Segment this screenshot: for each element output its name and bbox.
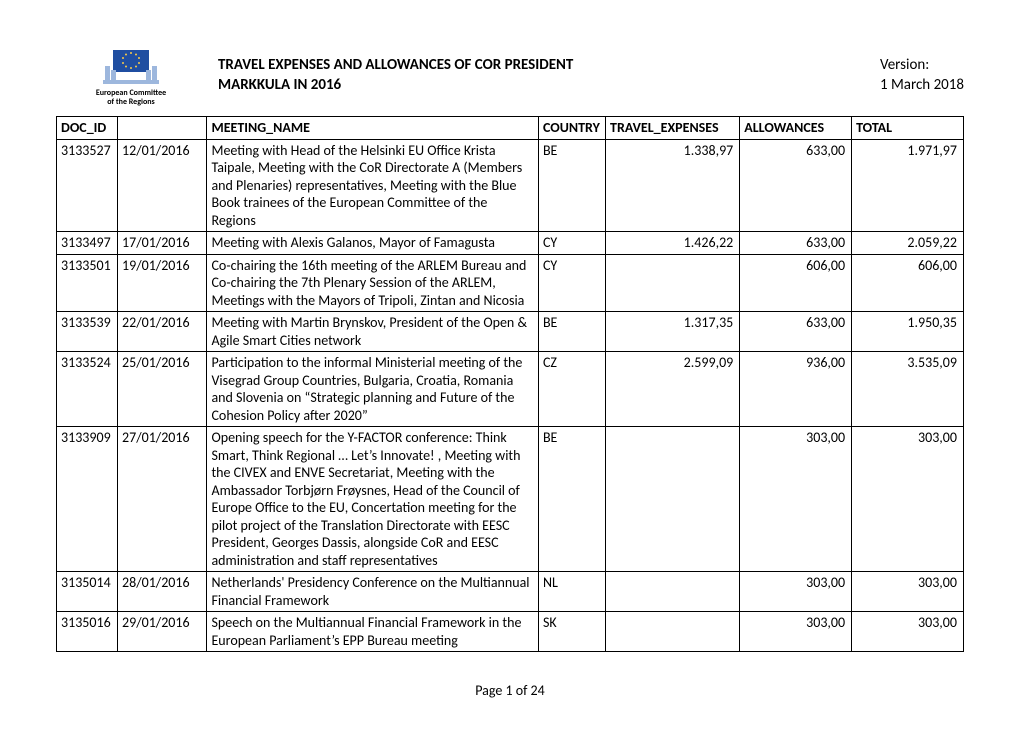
- cell-docid: 3133524: [57, 352, 118, 427]
- cell-date: 12/01/2016: [118, 139, 207, 232]
- cell-travel: [606, 427, 740, 572]
- cell-total: 3.535,09: [852, 352, 964, 427]
- cell-travel: 1.338,97: [606, 139, 740, 232]
- version-date: 1 March 2018: [880, 76, 964, 96]
- table-row: 3133497 17/01/2016 Meeting with Alexis G…: [57, 232, 964, 255]
- table-row: 3133501 19/01/2016 Co-chairing the 16th …: [57, 254, 964, 312]
- cell-country: SK: [538, 612, 605, 652]
- cell-allow: 936,00: [740, 352, 852, 427]
- cell-meeting: Co-chairing the 16th meeting of the ARLE…: [207, 254, 538, 312]
- table-row: 3135014 28/01/2016 Netherlands' Presiden…: [57, 572, 964, 612]
- cell-date: 29/01/2016: [118, 612, 207, 652]
- cell-country: CY: [538, 254, 605, 312]
- cell-travel: 1.426,22: [606, 232, 740, 255]
- table-row: 3133527 12/01/2016 Meeting with Head of …: [57, 139, 964, 232]
- cell-country: NL: [538, 572, 605, 612]
- cell-country: BE: [538, 312, 605, 352]
- doc-title-line1: TRAVEL EXPENSES AND ALLOWANCES OF COR PR…: [218, 56, 573, 76]
- table-row: 3135016 29/01/2016 Speech on the Multian…: [57, 612, 964, 652]
- table-row: 3133524 25/01/2016 Participation to the …: [57, 352, 964, 427]
- cell-meeting: Opening speech for the Y-FACTOR conferen…: [207, 427, 538, 572]
- cell-allow: 633,00: [740, 312, 852, 352]
- cell-meeting: Meeting with Martin Brynskov, President …: [207, 312, 538, 352]
- cell-allow: 303,00: [740, 572, 852, 612]
- cell-docid: 3133909: [57, 427, 118, 572]
- cor-logo-icon: [103, 50, 159, 84]
- cell-country: CZ: [538, 352, 605, 427]
- cell-travel: [606, 612, 740, 652]
- cell-date: 25/01/2016: [118, 352, 207, 427]
- cell-travel: [606, 254, 740, 312]
- cell-docid: 3133527: [57, 139, 118, 232]
- cell-meeting: Meeting with Alexis Galanos, Mayor of Fa…: [207, 232, 538, 255]
- cell-docid: 3133497: [57, 232, 118, 255]
- table-row: 3133539 22/01/2016 Meeting with Martin B…: [57, 312, 964, 352]
- cell-allow: 606,00: [740, 254, 852, 312]
- col-header-docid: DOC_ID: [57, 117, 118, 140]
- page-footer: Page 1 of 24: [56, 652, 964, 699]
- cell-total: 303,00: [852, 612, 964, 652]
- logo-text-line2: of the Regions: [56, 98, 206, 107]
- cell-total: 2.059,22: [852, 232, 964, 255]
- cell-total: 303,00: [852, 572, 964, 612]
- cell-docid: 3133501: [57, 254, 118, 312]
- cell-country: BE: [538, 427, 605, 572]
- doc-title-line2: MARKKULA IN 2016: [218, 76, 573, 96]
- cell-travel: 2.599,09: [606, 352, 740, 427]
- expenses-table: DOC_ID MEETING_NAME COUNTRY TRAVEL_EXPEN…: [56, 116, 964, 652]
- table-row: 3133909 27/01/2016 Opening speech for th…: [57, 427, 964, 572]
- cell-docid: 3135016: [57, 612, 118, 652]
- document-header: European Committee of the Regions TRAVEL…: [56, 50, 964, 106]
- cell-allow: 633,00: [740, 139, 852, 232]
- col-header-date: [118, 117, 207, 140]
- cell-travel: 1.317,35: [606, 312, 740, 352]
- cell-total: 1.950,35: [852, 312, 964, 352]
- col-header-total: TOTAL: [852, 117, 964, 140]
- cell-total: 1.971,97: [852, 139, 964, 232]
- logo-block: European Committee of the Regions: [56, 50, 206, 106]
- cell-country: BE: [538, 139, 605, 232]
- col-header-travel: TRAVEL_EXPENSES: [606, 117, 740, 140]
- cell-date: 27/01/2016: [118, 427, 207, 572]
- cell-allow: 633,00: [740, 232, 852, 255]
- cell-date: 19/01/2016: [118, 254, 207, 312]
- cell-country: CY: [538, 232, 605, 255]
- cell-meeting: Speech on the Multiannual Financial Fram…: [207, 612, 538, 652]
- cell-meeting: Meeting with Head of the Helsinki EU Off…: [207, 139, 538, 232]
- cell-date: 17/01/2016: [118, 232, 207, 255]
- cell-meeting: Netherlands' Presidency Conference on th…: [207, 572, 538, 612]
- cell-total: 303,00: [852, 427, 964, 572]
- page-number: Page 1 of 24: [475, 682, 545, 699]
- table-header-row: DOC_ID MEETING_NAME COUNTRY TRAVEL_EXPEN…: [57, 117, 964, 140]
- cell-allow: 303,00: [740, 427, 852, 572]
- col-header-allow: ALLOWANCES: [740, 117, 852, 140]
- col-header-meeting: MEETING_NAME: [207, 117, 538, 140]
- cell-travel: [606, 572, 740, 612]
- cell-docid: 3133539: [57, 312, 118, 352]
- col-header-country: COUNTRY: [538, 117, 605, 140]
- cell-total: 606,00: [852, 254, 964, 312]
- cell-meeting: Participation to the informal Ministeria…: [207, 352, 538, 427]
- cell-allow: 303,00: [740, 612, 852, 652]
- version-label: Version:: [880, 56, 964, 76]
- cell-docid: 3135014: [57, 572, 118, 612]
- cell-date: 22/01/2016: [118, 312, 207, 352]
- cell-date: 28/01/2016: [118, 572, 207, 612]
